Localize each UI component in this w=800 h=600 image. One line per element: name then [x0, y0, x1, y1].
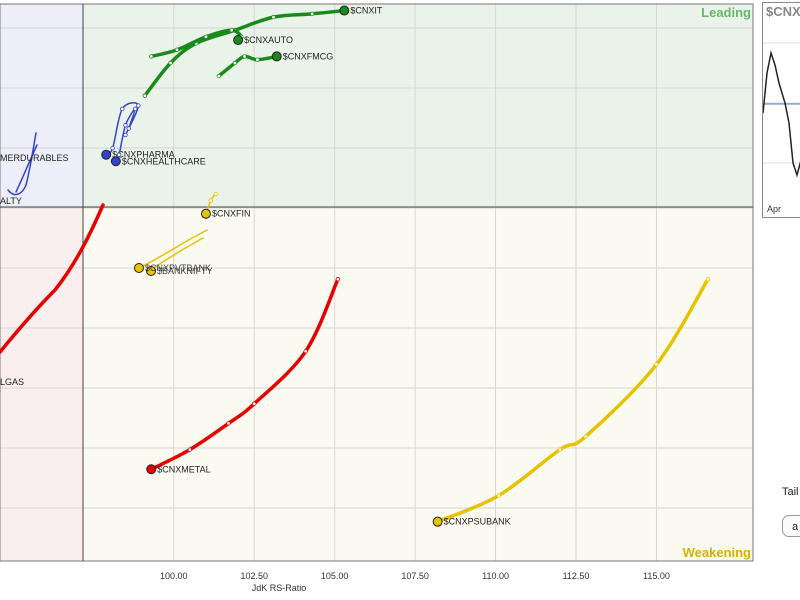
- symbol-label-cnxhealthcare: $CNXHEALTHCARE: [122, 156, 206, 166]
- mini-panel-title: $CNX: [766, 4, 800, 19]
- tail-point: [149, 54, 154, 59]
- tail-point: [557, 447, 563, 452]
- x-axis-ticks: 100.00 102.50 105.00 107.50 110.00 112.50 115.…: [160, 571, 670, 581]
- x-tick-label: 112.50: [563, 571, 590, 581]
- oil-gas-tail: [0, 203, 105, 354]
- tail-point: [136, 103, 141, 108]
- banknifty-head[interactable]: [146, 266, 156, 276]
- x-tick-label: 115.00: [643, 571, 670, 581]
- consumer-durables-label: MERDURABLES: [0, 153, 69, 163]
- x-tick-label: 100.00: [160, 571, 188, 581]
- grid-lines: [0, 4, 753, 561]
- tail-point: [252, 401, 257, 406]
- tail-length-label: Tail: [782, 486, 799, 498]
- tail-point: [116, 152, 122, 157]
- pvtbank-head[interactable]: [134, 263, 144, 273]
- tail-point: [187, 447, 193, 452]
- tail-point: [213, 191, 218, 197]
- pvtbank-label: $CNXPVTBANK: [145, 263, 211, 273]
- tail-point: [132, 106, 138, 112]
- plot-border: [0, 3, 754, 562]
- tail-point: [120, 106, 125, 112]
- tail-cnxfin: $CNXFIN: [200, 191, 251, 219]
- tail-head-cnxpharma[interactable]: [101, 149, 112, 160]
- tail-cnxfmcg: $CNXFMCG: [216, 51, 334, 79]
- x-tick-label: 102.50: [240, 571, 268, 581]
- tail-point: [123, 132, 128, 138]
- tail-point: [229, 28, 234, 33]
- tail-point: [271, 14, 276, 20]
- symbol-label-cnxpharma: $CNXPHARMA: [112, 150, 175, 160]
- tail-point: [242, 54, 247, 59]
- oil-gas-label: LGAS: [0, 377, 24, 387]
- pvtbank-tail: [138, 229, 208, 269]
- symbol-label-cnxauto: $CNXAUTO: [244, 35, 293, 45]
- tail-point: [216, 73, 222, 79]
- tail-point: [583, 434, 588, 439]
- tail-point: [232, 60, 238, 66]
- x-tick-label: 110.00: [482, 571, 509, 581]
- tail-cnxpharma: $CNXPHARMA: [101, 102, 175, 160]
- x-axis-title: JdK RS-Ratio: [252, 583, 307, 593]
- symbol-label-cnxit: $CNXIT: [350, 6, 383, 16]
- mini-history-chart: [763, 42, 800, 178]
- x-tick-label: 107.50: [401, 571, 429, 581]
- lagging-quadrant: [0, 207, 83, 561]
- leading-quadrant: [83, 4, 753, 207]
- tail-point: [142, 93, 148, 98]
- tail-cnxhealthcare: $CNXHEALTHCARE: [110, 106, 206, 167]
- rrg-tails: $CNXIT $CNXAUTO $CNXFMCG $CNXPHARMA$CNXHEAL…: [101, 5, 711, 527]
- improving-quadrant: [0, 4, 83, 207]
- tail-cnxmetal: $CNXMETAL: [146, 277, 341, 475]
- symbol-label-cnxfmcg: $CNXFMCG: [283, 51, 334, 61]
- realty-label: ALTY: [0, 196, 22, 206]
- tail-head-cnxfin[interactable]: [200, 208, 211, 219]
- tail-line-cnxpsubank: [435, 277, 710, 524]
- banknifty-tail: [150, 237, 204, 271]
- tail-head-cnxfmcg[interactable]: [271, 51, 282, 62]
- tail-point: [654, 362, 659, 367]
- mini-history-line: [763, 50, 800, 178]
- tail-point: [496, 493, 501, 498]
- symbol-label-cnxpsubank: $CNXPSUBANK: [444, 517, 511, 527]
- banknifty-label: $BANKNIFTY: [157, 266, 213, 276]
- weakening-label: Weakening: [683, 545, 751, 560]
- mini-history-panel: $CNX: [762, 2, 800, 218]
- mini-month-label: Apr: [767, 204, 782, 214]
- tail-point: [123, 123, 128, 128]
- symbol-label-cnxmetal: $CNXMETAL: [157, 464, 210, 474]
- tail-control-button[interactable]: a: [782, 515, 800, 537]
- realty-tail: [15, 144, 38, 193]
- tail-head-cnxauto[interactable]: [233, 35, 244, 46]
- tail-point: [203, 34, 209, 39]
- tail-head-cnxit[interactable]: [339, 5, 350, 16]
- tail-head-cnxmetal[interactable]: [146, 464, 157, 475]
- tail-point: [309, 11, 315, 17]
- tail-point: [303, 349, 308, 354]
- clipped-tails: [0, 132, 208, 354]
- tail-point: [208, 198, 213, 203]
- tail-point: [168, 60, 173, 66]
- tail-point: [110, 145, 115, 151]
- tail-head-cnxhealthcare[interactable]: [110, 156, 121, 167]
- tail-point: [705, 277, 711, 282]
- tail-point: [335, 277, 341, 282]
- symbol-label-cnxfin: $CNXFIN: [212, 209, 251, 219]
- tail-point: [255, 57, 260, 62]
- tail-point: [174, 47, 180, 53]
- tail-head-cnxpsubank[interactable]: [432, 516, 443, 527]
- consumer-durables-tail: [7, 132, 37, 196]
- x-tick-label: 105.00: [321, 571, 349, 581]
- tail-point: [126, 126, 131, 131]
- leading-label: Leading: [701, 5, 751, 20]
- tail-point: [226, 421, 231, 426]
- tail-cnxauto: $CNXAUTO: [149, 28, 293, 59]
- tail-cnxpsubank: $CNXPSUBANK: [432, 277, 711, 527]
